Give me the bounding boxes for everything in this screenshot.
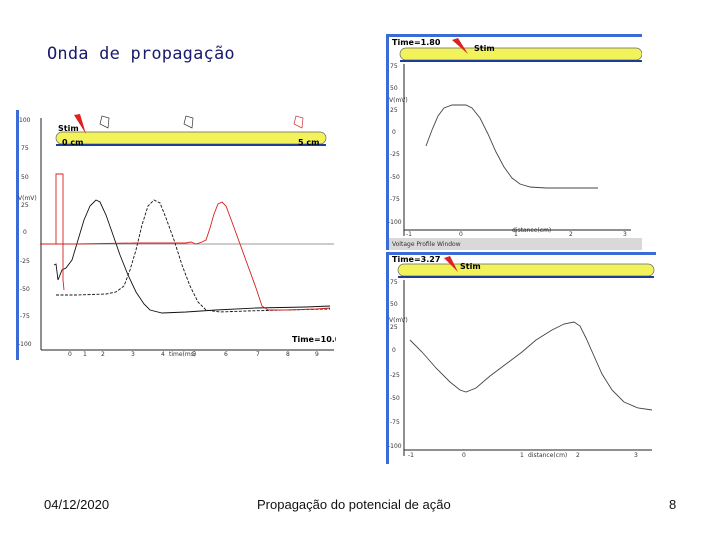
- right-bottom-axon-baseline: [398, 276, 654, 278]
- left-xtick: 8: [286, 351, 290, 358]
- left-xtick: 4: [161, 351, 165, 358]
- right-bottom-y-label: V(mV): [389, 317, 408, 324]
- right-top-stim-label: Stim: [474, 44, 495, 53]
- right-top-status-bar: [389, 238, 642, 250]
- left-xtick: 9: [315, 351, 319, 358]
- left-xtick: 0: [68, 351, 72, 358]
- right-top-x-label: distance(cm): [512, 227, 551, 234]
- left-xtick: 1: [83, 351, 87, 358]
- trace-red-stim: [55, 173, 65, 291]
- right-bottom-axon-bar: [397, 263, 655, 277]
- left-stim-label: Stim: [58, 124, 79, 133]
- right-bottom-xtick: -1: [408, 452, 414, 459]
- right-bottom-ytick: 50: [390, 301, 398, 308]
- right-top-ytick: 0: [392, 129, 396, 136]
- right-bottom-plot: Time=3.27 Stim 75 50 25 0 -25 -50 -75 -1…: [386, 252, 656, 464]
- left-xtick: 5: [192, 351, 196, 358]
- right-bottom-stim-label: Stim: [460, 262, 481, 271]
- right-top-ytick: -25: [390, 151, 400, 158]
- right-bottom-x-label: distance(cm): [528, 452, 567, 459]
- right-bottom-ytick: -25: [390, 372, 400, 379]
- recording-electrode-1-icon: [99, 115, 110, 129]
- right-bottom-stim-icon: [444, 256, 458, 272]
- right-bottom-ytick: -100: [388, 443, 402, 450]
- left-axon-start-label: 0 cm: [62, 138, 83, 147]
- left-xtick: 6: [224, 351, 228, 358]
- right-top-xtick: -1: [406, 231, 412, 238]
- right-bottom-time-label: Time=3.27: [392, 255, 440, 264]
- left-frame-edge: [16, 110, 19, 360]
- left-ytick: 100: [19, 117, 31, 124]
- left-axon-end-label: 5 cm: [298, 138, 319, 147]
- right-top-axon-baseline: [400, 60, 642, 62]
- left-xtick: 2: [101, 351, 105, 358]
- right-bottom-ytick: -75: [390, 419, 400, 426]
- right-top-xtick: 3: [623, 231, 627, 238]
- recording-electrode-3-icon: [293, 115, 304, 129]
- right-top-ytick: -75: [390, 196, 400, 203]
- right-top-status-text: Voltage Profile Window: [392, 241, 461, 248]
- trace-red-3: [40, 201, 331, 311]
- left-axon-bar: [55, 131, 327, 145]
- stim-electrode-icon: [74, 114, 86, 134]
- right-top-ytick: -100: [388, 219, 402, 226]
- left-ytick: 25: [21, 202, 29, 209]
- right-top-time-label: Time=1.80: [392, 38, 441, 47]
- left-ytick: -100: [18, 341, 32, 348]
- right-bottom-ytick: 75: [390, 279, 398, 286]
- left-plot: Stim 0 cm 5 cm 100 75 50 25 0 -25 -50 -7…: [16, 110, 336, 360]
- left-x-label: time(ms): [169, 351, 196, 358]
- right-top-frame-top: [386, 34, 642, 37]
- right-bottom-ytick: 0: [392, 347, 396, 354]
- left-ytick: -25: [20, 258, 30, 265]
- right-top-stim-icon: [452, 38, 468, 54]
- slide-date: 04/12/2020: [44, 497, 110, 512]
- right-bottom-frame-edge: [386, 252, 389, 464]
- right-top-ytick: -50: [390, 174, 400, 181]
- right-top-frame-edge: [386, 34, 389, 250]
- left-ytick: 0: [23, 229, 27, 236]
- left-ytick: 50: [21, 174, 29, 181]
- left-ytick: 75: [21, 145, 29, 152]
- left-axon-baseline: [56, 144, 326, 146]
- right-bottom-xtick: 0: [462, 452, 466, 459]
- right-bottom-ytick: 25: [390, 324, 398, 331]
- slide-page-number: 8: [669, 497, 677, 512]
- left-ytick: -50: [20, 286, 30, 293]
- left-ytick: -75: [20, 313, 30, 320]
- right-top-ytick: 75: [390, 63, 398, 70]
- left-xtick: 3: [131, 351, 135, 358]
- right-bottom-profile-curve: [409, 321, 653, 411]
- right-bottom-ytick: -50: [390, 395, 400, 402]
- slide-title: Onda de propagação: [47, 44, 235, 64]
- left-time-label: Time=10.0: [292, 335, 336, 344]
- right-top-axon-bar: [399, 47, 642, 61]
- right-top-xtick: 0: [459, 231, 463, 238]
- right-top-ytick: 25: [390, 107, 398, 114]
- trace-black-2: [56, 199, 331, 313]
- slide-footer-text: Propagação do potencial de ação: [257, 497, 451, 512]
- right-top-xtick: 2: [569, 231, 573, 238]
- right-top-y-label: V(mV): [389, 97, 408, 104]
- right-bottom-xtick: 2: [576, 452, 580, 459]
- right-top-ytick: 50: [390, 85, 398, 92]
- right-bottom-frame-top: [386, 252, 656, 255]
- right-top-plot: Time=1.80 Stim Voltage Profile Window 75…: [386, 34, 642, 250]
- right-top-xtick: 1: [514, 231, 518, 238]
- left-y-label: V(mV): [18, 195, 37, 202]
- recording-electrode-2-icon: [183, 115, 194, 129]
- right-bottom-xtick: 3: [634, 452, 638, 459]
- trace-black-1: [53, 199, 331, 314]
- right-top-profile-curve: [425, 104, 598, 189]
- right-bottom-xtick: 1: [520, 452, 524, 459]
- left-xtick: 7: [256, 351, 260, 358]
